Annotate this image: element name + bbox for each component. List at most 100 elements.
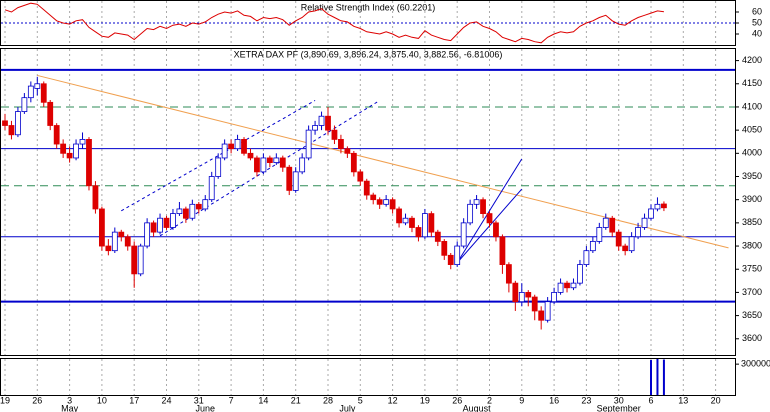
candle-body [105, 245, 112, 252]
candle-body [86, 139, 92, 187]
candle-body [208, 176, 215, 201]
candle-body [73, 143, 79, 159]
y-tick-label: 4000 [742, 148, 762, 158]
candle-body [163, 217, 170, 228]
month-label: July [339, 403, 356, 412]
y-tick-label: 4200 [742, 55, 762, 65]
candle-body [363, 180, 370, 196]
x-tick-label: 21 [291, 395, 301, 405]
chart-title: XETRA DAX PF (3,890.69, 3,896.24, 3,875.… [234, 49, 503, 59]
candle-body [467, 203, 474, 224]
candle-body [551, 292, 557, 303]
candle-body [182, 208, 189, 219]
rsi-title: Relative Strength Index (60.2201) [301, 2, 436, 12]
candle-body [493, 222, 499, 238]
candle-body [292, 171, 299, 191]
candle-body [195, 203, 202, 210]
x-tick-label: 9 [519, 395, 524, 405]
candle-body [602, 217, 609, 228]
candle-body [312, 125, 318, 131]
candle-body [92, 185, 99, 210]
candle-body [473, 199, 480, 205]
candle-body [654, 203, 661, 210]
trend-line [456, 158, 523, 264]
candle-body [99, 208, 105, 247]
x-tick-label: 7 [229, 395, 234, 405]
candle-body [615, 231, 622, 247]
x-tick-label: 20 [711, 395, 721, 405]
rsi-tick-label: 60 [752, 6, 762, 16]
x-tick-label: 26 [452, 395, 462, 405]
y-tick-label: 3850 [742, 217, 762, 227]
candle-body [421, 213, 428, 238]
y-tick-label: 3900 [742, 194, 762, 204]
candle-body [609, 217, 616, 233]
candle-body [589, 241, 596, 252]
x-tick-label: 26 [32, 395, 42, 405]
x-tick-label: 28 [323, 395, 333, 405]
y-tick-label: 3600 [742, 333, 762, 343]
volume-tick-label: 300000 [741, 359, 770, 369]
y-tick-label: 3650 [742, 310, 762, 320]
candle-body [402, 217, 409, 224]
candle-body [577, 264, 583, 284]
candle-body [279, 157, 286, 168]
x-tick-label: 16 [549, 395, 559, 405]
volume-panel [0, 358, 736, 396]
candle-body [505, 264, 512, 284]
candle-body [454, 245, 461, 265]
x-tick-label: 30 [614, 395, 624, 405]
candle-body [34, 83, 41, 89]
candle-body [480, 199, 486, 214]
x-tick-label: 10 [97, 395, 107, 405]
candle-body [305, 129, 312, 159]
y-tick-label: 3700 [742, 287, 762, 297]
candle-body [409, 217, 415, 228]
candle-body [260, 157, 267, 173]
y-tick-label: 4100 [742, 101, 762, 111]
candle-body [47, 101, 54, 126]
candle-body [40, 83, 47, 103]
x-tick-label: 14 [258, 395, 268, 405]
candle-body [228, 143, 235, 150]
candle-body [8, 125, 15, 136]
candle-body [447, 254, 454, 265]
candle-body [15, 111, 21, 136]
x-tick-label: 19 [0, 395, 10, 405]
candle-body [434, 231, 441, 242]
x-tick-label: 6 [648, 395, 653, 405]
month-label: June [195, 403, 215, 412]
candle-body [383, 199, 390, 205]
candle-body [157, 217, 163, 233]
candle-body [661, 203, 667, 209]
candle-body [215, 157, 222, 177]
candle-body [66, 152, 73, 159]
candle-body [344, 148, 351, 154]
x-tick-label: 31 [194, 395, 204, 405]
y-tick-label: 3950 [742, 171, 762, 181]
candle-body [325, 115, 331, 131]
candle-body [331, 129, 338, 140]
candle-body [176, 208, 183, 214]
candle-body [557, 282, 564, 293]
candle-body [299, 157, 306, 173]
rsi-tick-label: 50 [752, 17, 762, 27]
trend-line [159, 100, 380, 237]
candle-body [596, 227, 603, 242]
candle-body [338, 139, 344, 150]
candle-body [202, 199, 209, 210]
candle-body [622, 245, 629, 252]
candle-body [286, 166, 293, 191]
month-label: September [597, 403, 641, 412]
candle-body [131, 245, 138, 275]
candle-body [370, 194, 377, 201]
candle-body [486, 213, 493, 224]
candle-body [111, 231, 118, 252]
trend-line [121, 100, 316, 212]
candle-body [531, 296, 538, 312]
candle-body [641, 217, 648, 228]
rsi-tick-label: 40 [752, 28, 762, 38]
candle-body [137, 245, 144, 275]
candle-body [396, 208, 402, 224]
